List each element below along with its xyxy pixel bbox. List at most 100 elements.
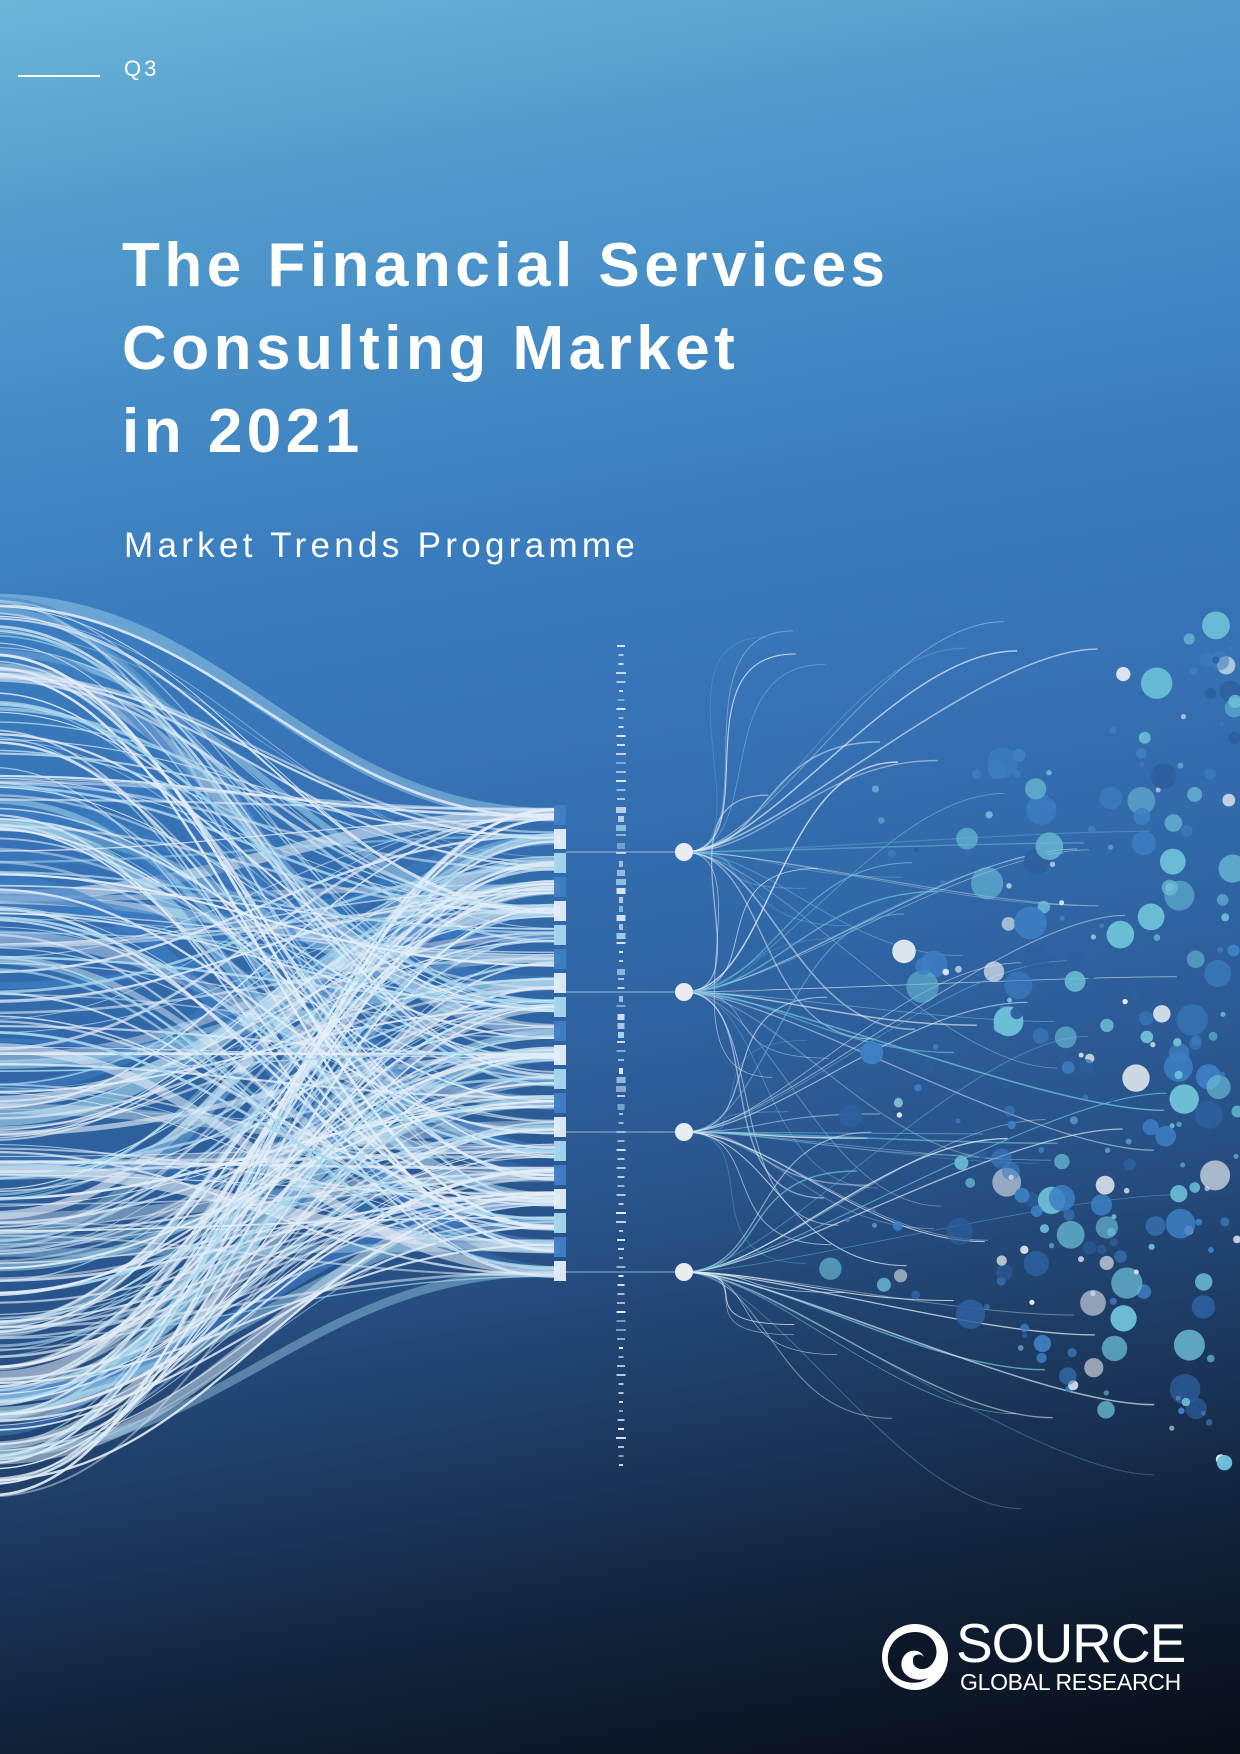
fan-line (683, 914, 1126, 1133)
scatter-dot (1221, 913, 1230, 922)
scatter-dot (1187, 787, 1203, 802)
scatter-dot (1220, 1217, 1230, 1227)
scatter-dot (954, 1156, 969, 1170)
scatter-dot (1084, 1358, 1104, 1378)
scatter-dot (1139, 1011, 1154, 1026)
flow-strand (0, 977, 557, 1120)
fan-line (683, 1271, 1074, 1316)
fan-line (683, 851, 903, 878)
scatter-dot (1103, 1390, 1110, 1396)
scatter-dot (1195, 1273, 1213, 1291)
scatter-dot (1008, 1174, 1014, 1181)
tick-mark (616, 780, 626, 782)
title-line-1: The Financial Services (122, 231, 890, 300)
tick-mark (619, 996, 623, 1002)
scatter-dot (1186, 950, 1205, 969)
flow-strand (0, 889, 557, 945)
scatter-dot (983, 961, 1005, 982)
scatter-dot (1082, 1094, 1089, 1101)
scatter-dot (911, 1290, 921, 1300)
flow-strand (0, 906, 557, 1176)
tick-mark (616, 708, 626, 710)
swirl-logo-icon (882, 1624, 948, 1690)
scatter-dot (1206, 1074, 1231, 1100)
scatter-dot (1123, 1158, 1136, 1171)
fan-line (683, 761, 899, 993)
fan-line (683, 1271, 892, 1419)
flow-strand (0, 604, 557, 820)
tick-mark (617, 1176, 625, 1178)
tick-mark (617, 987, 625, 989)
scatter-dot (1218, 854, 1240, 883)
tick-mark (618, 1032, 624, 1038)
tick-mark (618, 1383, 624, 1385)
scatter-dot (845, 1217, 850, 1223)
flow-strand (0, 962, 557, 1242)
tick-mark (616, 1374, 626, 1376)
scatter-dot (1023, 945, 1050, 972)
tick-mark (618, 654, 624, 656)
scatter-dot (1007, 997, 1013, 1003)
flow-endpoint-bar (554, 1261, 566, 1281)
flow-strand (0, 1275, 557, 1340)
scatter-dot (1064, 971, 1086, 992)
tick-mark (616, 1320, 626, 1322)
scatter-dot (1181, 1397, 1191, 1407)
flow-strand (0, 1176, 557, 1245)
tick-mark (618, 1428, 624, 1430)
tick-mark (619, 1410, 623, 1412)
scatter-dot (1150, 763, 1177, 789)
tick-mark (617, 1185, 625, 1187)
tick-mark (619, 906, 623, 912)
fan-line (683, 636, 767, 853)
flow-strand (0, 781, 557, 871)
tick-mark (618, 1356, 624, 1358)
tick-mark (619, 897, 623, 903)
fan-line (683, 913, 905, 1133)
fan-line (683, 650, 1018, 853)
scatter-dot (983, 1303, 990, 1310)
tick-mark (618, 663, 624, 665)
tick-column (616, 645, 626, 1466)
fan-line (683, 630, 794, 853)
fan-line (683, 991, 839, 1226)
flow-strand (0, 741, 557, 1177)
tick-mark (618, 1248, 624, 1250)
scatter-dot (955, 1299, 986, 1329)
scatter-dot (1006, 883, 1012, 889)
scatter-dot (1155, 1125, 1176, 1147)
hub-node (675, 983, 693, 1001)
scatter-dot (1116, 667, 1131, 682)
scatter-dot (1101, 1335, 1128, 1362)
fan-line (683, 852, 1064, 993)
tick-mark (617, 1293, 625, 1295)
fan-line (683, 1119, 1046, 1273)
scatter-dot (1001, 917, 1016, 931)
flow-band (0, 809, 561, 903)
fan-line (683, 621, 1004, 853)
scatter-dot (1122, 998, 1128, 1005)
fan-line (683, 1271, 845, 1293)
scatter-dot (876, 1277, 891, 1292)
scatter-dot (996, 1255, 1007, 1266)
scatter-dot (1163, 1052, 1193, 1082)
flow-endpoint-bar (554, 853, 566, 873)
scatter-dot (1105, 1147, 1111, 1153)
tick-mark (616, 1311, 626, 1313)
fan-line (683, 1170, 857, 1273)
fan-line (683, 842, 1084, 853)
tick-mark (616, 1194, 626, 1196)
scatter-dot (1078, 1052, 1084, 1058)
flow-strand (0, 1092, 557, 1230)
scatter-dot (939, 879, 945, 885)
tick-mark (617, 1158, 625, 1160)
scatter-dot (1131, 831, 1156, 856)
fan-line (683, 851, 1058, 1069)
logo-tagline: GLOBAL RESEARCH (960, 1669, 1181, 1695)
scatter-dot (1036, 1352, 1047, 1364)
tick-mark (619, 1347, 623, 1349)
flow-endpoint-bar (554, 949, 566, 969)
flow-strand (0, 961, 557, 1253)
fan-line (683, 1271, 1022, 1510)
fan-line (683, 1131, 832, 1246)
